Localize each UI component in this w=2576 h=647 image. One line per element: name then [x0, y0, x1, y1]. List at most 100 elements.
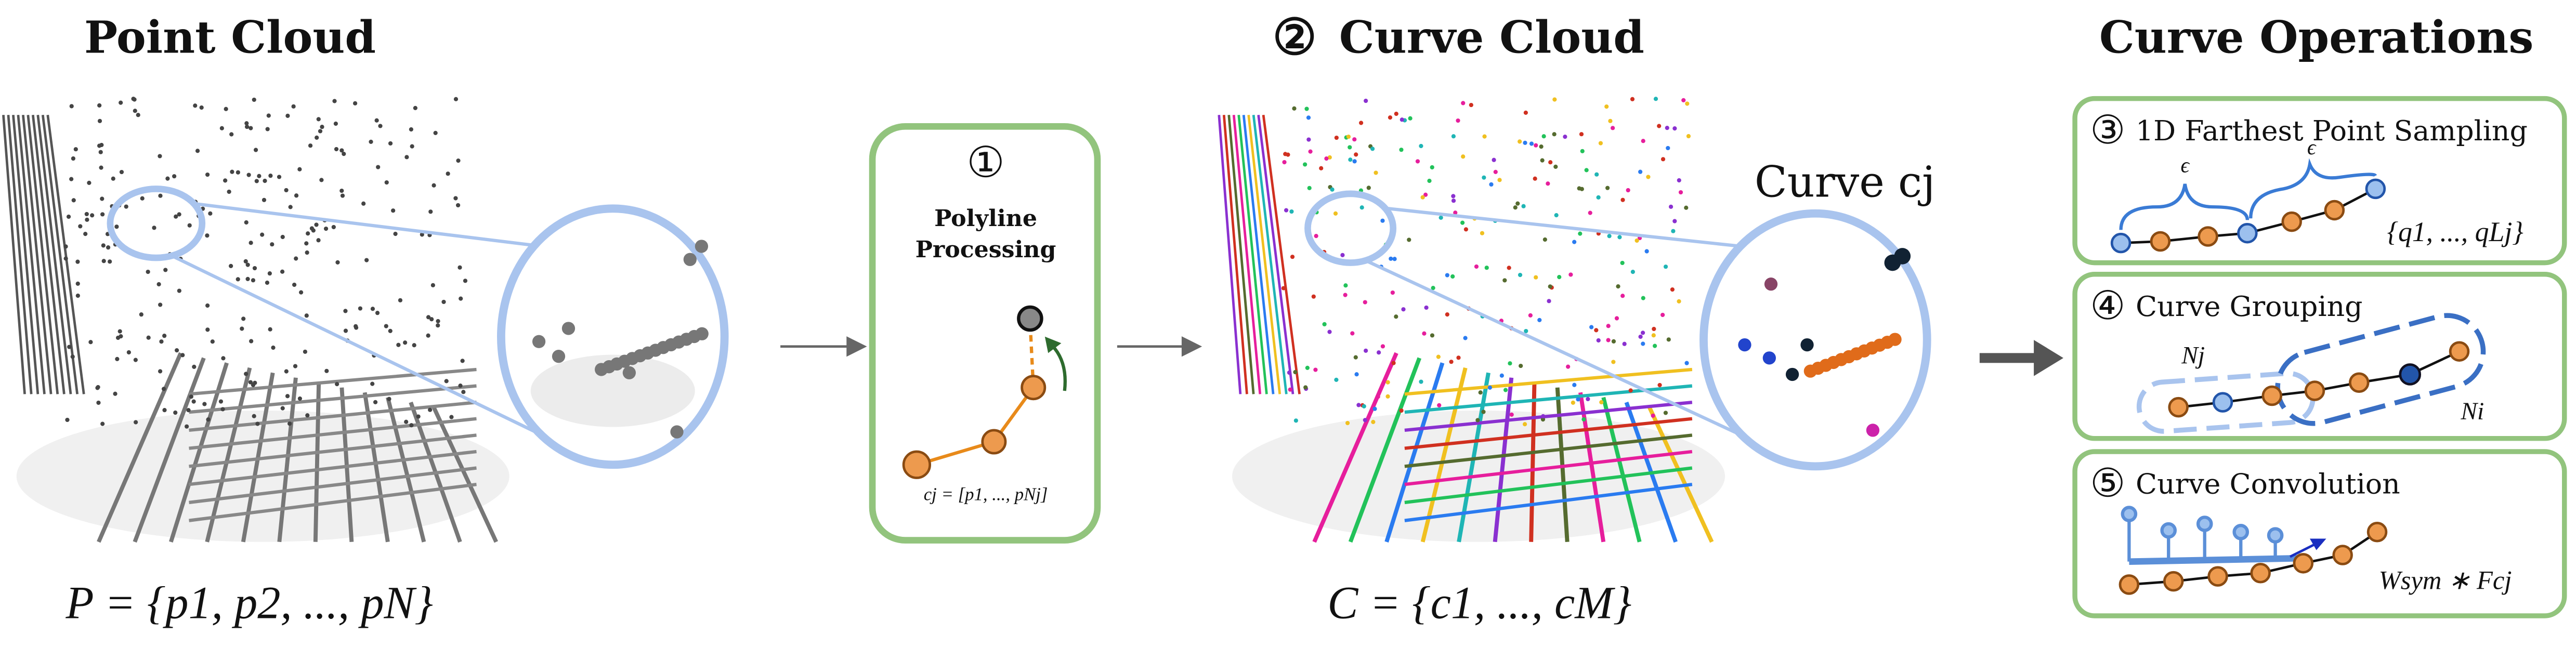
- decoration: [248, 380, 253, 385]
- decoration: [391, 208, 396, 213]
- decoration: [1324, 156, 1329, 161]
- decoration: [1579, 132, 1584, 137]
- decoration: [1419, 143, 1423, 149]
- decoration: [1578, 231, 1583, 236]
- box-title: Curve Convolution: [2136, 467, 2400, 500]
- decoration: [334, 147, 339, 152]
- title: Curve Cloud: [1339, 11, 1644, 63]
- decoration: [1475, 418, 1480, 422]
- decoration: [1563, 135, 1567, 139]
- curve-label: Curve cj: [1755, 158, 1936, 207]
- decoration: [1666, 146, 1670, 151]
- decoration: [1529, 141, 1534, 146]
- decoration: [124, 204, 128, 209]
- decoration: [370, 307, 375, 311]
- decoration: [1449, 360, 1454, 364]
- decoration: [416, 414, 421, 419]
- decoration: [1548, 160, 1553, 165]
- decoration: [1370, 147, 1375, 151]
- decoration: [412, 343, 416, 348]
- decoration: [227, 189, 231, 194]
- decoration: [1626, 188, 1630, 193]
- decoration: [332, 99, 337, 103]
- decoration: [244, 220, 249, 225]
- decoration: [192, 364, 197, 369]
- decoration: [1424, 305, 1429, 310]
- decoration: [1497, 178, 1502, 182]
- decoration: [1665, 126, 1669, 130]
- decoration: [384, 324, 388, 328]
- decoration: [1362, 404, 1366, 408]
- polyline-icon: [902, 305, 1067, 479]
- decoration: [132, 97, 137, 102]
- decoration: [2, 115, 26, 394]
- decoration: [1596, 195, 1601, 200]
- decoration: [386, 397, 426, 543]
- decoration: [453, 97, 459, 101]
- decoration: [1456, 118, 1460, 123]
- decoration: [119, 334, 123, 339]
- decoration: [244, 121, 249, 126]
- decoration: [1541, 134, 1546, 139]
- decoration: [1651, 333, 1656, 338]
- decoration: [1599, 400, 1604, 405]
- decoration: [1404, 367, 1693, 396]
- decoration: [1508, 361, 1512, 366]
- decoration: [133, 357, 206, 543]
- decoration: [1348, 145, 1352, 150]
- decoration: [1641, 296, 1645, 300]
- decoration: [1333, 211, 1338, 216]
- decoration: [46, 114, 85, 394]
- magnifier: [1304, 190, 1931, 471]
- decoration: [1420, 367, 1468, 543]
- decoration: [1463, 336, 1468, 340]
- decoration: [126, 350, 131, 355]
- decoration: [1668, 204, 1673, 209]
- decoration: [1540, 158, 1545, 163]
- decoration: [246, 173, 251, 177]
- decoration: [1292, 106, 1297, 111]
- decoration: [1552, 97, 1557, 102]
- decoration: [449, 415, 454, 419]
- decoration: [461, 390, 466, 394]
- decoration: [75, 281, 80, 286]
- decoration: [315, 135, 319, 140]
- decoration: [396, 342, 401, 347]
- decoration: [1469, 102, 1473, 108]
- decoration: [309, 226, 314, 231]
- decoration: [1262, 114, 1301, 394]
- decoration: [75, 259, 80, 264]
- decoration: [1534, 275, 1538, 280]
- decoration: [1401, 307, 1406, 312]
- decoration: [1437, 403, 1442, 408]
- decoration: [1672, 219, 1677, 223]
- decoration: [12, 114, 40, 394]
- decoration: [1363, 300, 1367, 305]
- decoration: [463, 279, 468, 283]
- decoration: [305, 250, 309, 255]
- decoration: [339, 188, 344, 193]
- decoration: [1677, 178, 1681, 183]
- decoration: [316, 238, 321, 243]
- decoration: [284, 369, 289, 374]
- decoration: [280, 234, 285, 240]
- decoration: [17, 114, 46, 394]
- decoration: [1404, 466, 1693, 505]
- decoration: [1343, 283, 1348, 288]
- decoration: [1287, 370, 1292, 375]
- decoration: [1518, 272, 1523, 278]
- decoration: [358, 306, 363, 311]
- decoration: [1364, 348, 1368, 353]
- decoration: [1620, 197, 1625, 202]
- decoration: [374, 118, 379, 123]
- decoration: [1540, 417, 1546, 422]
- decoration: [1394, 314, 1398, 319]
- decoration: [252, 266, 257, 271]
- decoration: [1354, 372, 1359, 377]
- decoration: [1400, 117, 1404, 122]
- decoration: [119, 100, 123, 105]
- decoration: [1461, 101, 1466, 105]
- decoration: [249, 339, 254, 344]
- decoration: [1672, 126, 1677, 131]
